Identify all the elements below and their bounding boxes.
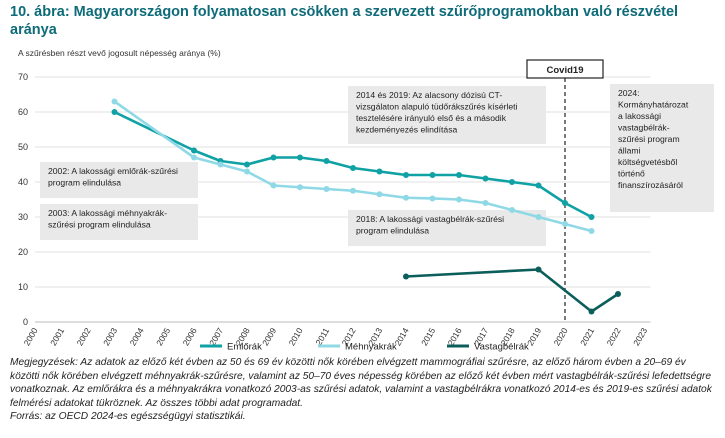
x-tick-2011: 2011 [313, 326, 331, 347]
point-s1-2015 [429, 195, 436, 202]
source-text: Forrás: az OECD 2024-es egészségügyi sta… [10, 411, 246, 423]
point-s1-2009 [270, 182, 277, 189]
x-tick-2006: 2006 [181, 326, 199, 348]
x-tick-2000: 2000 [22, 326, 40, 348]
annotation-text-a2024: 2024: Kormányhatározat a lakossági vastagbé… [618, 88, 689, 190]
covid-marker-box [526, 59, 604, 79]
x-tick-2009: 2009 [260, 326, 278, 348]
point-s1-2019 [535, 214, 542, 220]
x-tick-2023: 2023 [631, 326, 649, 348]
annotation-box-a2014 [348, 86, 546, 144]
notes-text: Megjegyzések: Az adatok az előző két évb… [10, 357, 712, 409]
x-tick-2001: 2001 [48, 326, 66, 348]
x-tick-2015: 2015 [419, 326, 437, 348]
point-s1-2013 [376, 191, 383, 198]
x-tick-2020: 2020 [552, 326, 570, 348]
annotation-text-a2003: 2003: A lakossági méhnyakrák-szűrési pro… [48, 208, 167, 230]
annotation-box-a2003 [40, 204, 198, 240]
point-s1-2016 [456, 196, 462, 203]
annotation-box-a2024 [610, 84, 714, 212]
y-tick-0: 0 [23, 317, 28, 327]
point-s1-2006 [191, 154, 197, 161]
point-s1-2003 [111, 98, 118, 105]
annotation-box-a2018 [348, 210, 546, 246]
point-s0-2006 [191, 147, 197, 154]
point-s1-2011 [323, 186, 330, 192]
x-tick-2016: 2016 [446, 326, 464, 348]
point-s0-2021 [588, 214, 595, 220]
x-tick-2002: 2002 [75, 326, 93, 348]
point-s2-2014 [403, 273, 409, 280]
point-s0-2018 [509, 179, 515, 185]
series-line-2 [405, 268, 619, 313]
point-s0-2008 [244, 161, 250, 168]
point-s0-2016 [456, 172, 462, 178]
point-s0-2009 [270, 154, 277, 161]
annotation-box-a2002 [40, 162, 198, 198]
point-s0-2003 [111, 109, 118, 115]
point-s1-2017 [482, 200, 489, 206]
x-tick-2007: 2007 [207, 326, 225, 348]
point-s0-2010 [297, 154, 303, 161]
x-tick-2005: 2005 [154, 326, 172, 348]
y-tick-60: 60 [18, 107, 28, 117]
point-s1-2018 [509, 207, 515, 213]
y-axis-label: A szűrésben részt vevő jogosult népesség… [18, 48, 221, 58]
legend-label-2: Vastagbélrák [474, 342, 529, 353]
annotation-text-a2002: 2002: A lakossági emlőrák-szűrési program… [48, 166, 178, 188]
point-s1-2008 [244, 168, 250, 175]
annotation-text-a2018: 2018: A lakossági vastagbélrák-szűrési pr… [356, 214, 504, 236]
x-tick-2022: 2022 [605, 326, 623, 348]
y-tick-40: 40 [18, 177, 28, 187]
y-tick-70: 70 [18, 72, 28, 82]
y-tick-50: 50 [18, 142, 28, 152]
point-s1-2012 [350, 187, 356, 194]
legend-label-1: Méhnyakrák [345, 342, 397, 353]
point-s1-2021 [588, 228, 595, 234]
chart-title: 10. ábra: Magyarországon folyamatosan cs… [10, 4, 679, 38]
point-s0-2012 [350, 165, 356, 171]
point-s0-2017 [482, 175, 489, 182]
point-s1-2014 [403, 194, 409, 201]
annotation-text-a2014: 2014 és 2019: Az alacsony dózisú CT-vizs… [356, 90, 518, 135]
chart-notes: Megjegyzések: Az adatok az előző két évb… [10, 356, 718, 424]
line-chart: 0 10 20 30 40 50 60 70 2000 2001 2002 2003 2004 2005 2… [18, 59, 714, 353]
point-s0-2015 [429, 172, 436, 178]
point-s1-2007 [217, 161, 224, 168]
x-tick-2010: 2010 [287, 326, 305, 348]
point-s0-2019 [535, 182, 542, 189]
point-s0-2013 [376, 168, 383, 175]
x-tick-2004: 2004 [128, 326, 146, 348]
y-tick-10: 10 [18, 282, 28, 292]
point-s0-2020 [562, 200, 568, 206]
point-s1-2020 [562, 221, 568, 227]
point-s2-2021 [588, 308, 595, 315]
point-s2-2019 [535, 266, 542, 273]
y-tick-20: 20 [18, 247, 28, 257]
point-s2-2022 [615, 291, 621, 297]
point-s0-2014 [403, 172, 409, 178]
point-s0-2011 [323, 158, 330, 164]
y-tick-30: 30 [18, 212, 28, 222]
legend-label-0: Emlőrák [227, 342, 262, 353]
x-tick-2021: 2021 [578, 326, 596, 348]
point-s1-2010 [297, 184, 303, 191]
x-tick-2003: 2003 [101, 326, 119, 348]
covid-marker-label: Covid19 [547, 65, 584, 76]
